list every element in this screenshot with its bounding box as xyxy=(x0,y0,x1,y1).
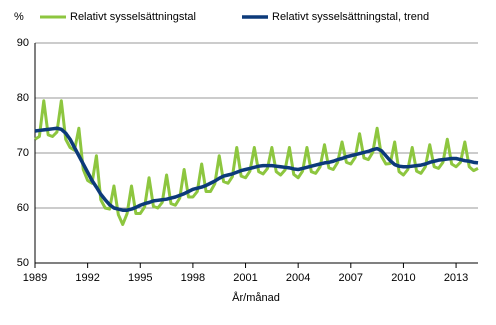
x-tick-label: 2004 xyxy=(286,272,310,284)
y-tick-label: 80 xyxy=(17,92,29,104)
x-tick-label: 1989 xyxy=(23,272,47,284)
x-tick-label: 1992 xyxy=(75,272,99,284)
y-tick-label: 60 xyxy=(17,202,29,214)
x-tick-label: 2001 xyxy=(233,272,257,284)
x-tick-label: 1995 xyxy=(128,272,152,284)
y-tick-label: 70 xyxy=(17,147,29,159)
y-axis-label: % xyxy=(14,11,24,23)
legend-label: Relativt sysselsättningstal, trend xyxy=(272,11,429,23)
x-axis-label: År/månad xyxy=(232,291,280,304)
x-tick-label: 2013 xyxy=(444,272,468,284)
data-line xyxy=(34,99,479,226)
x-tick-label: 2010 xyxy=(391,272,415,284)
y-tick-label: 50 xyxy=(17,257,29,269)
x-tick-label: 2007 xyxy=(339,272,363,284)
y-tick-label: 90 xyxy=(17,37,29,49)
x-tick-label: 1998 xyxy=(181,272,205,284)
data-line xyxy=(34,126,479,212)
legend-label: Relativt sysselsättningstal xyxy=(70,11,196,23)
